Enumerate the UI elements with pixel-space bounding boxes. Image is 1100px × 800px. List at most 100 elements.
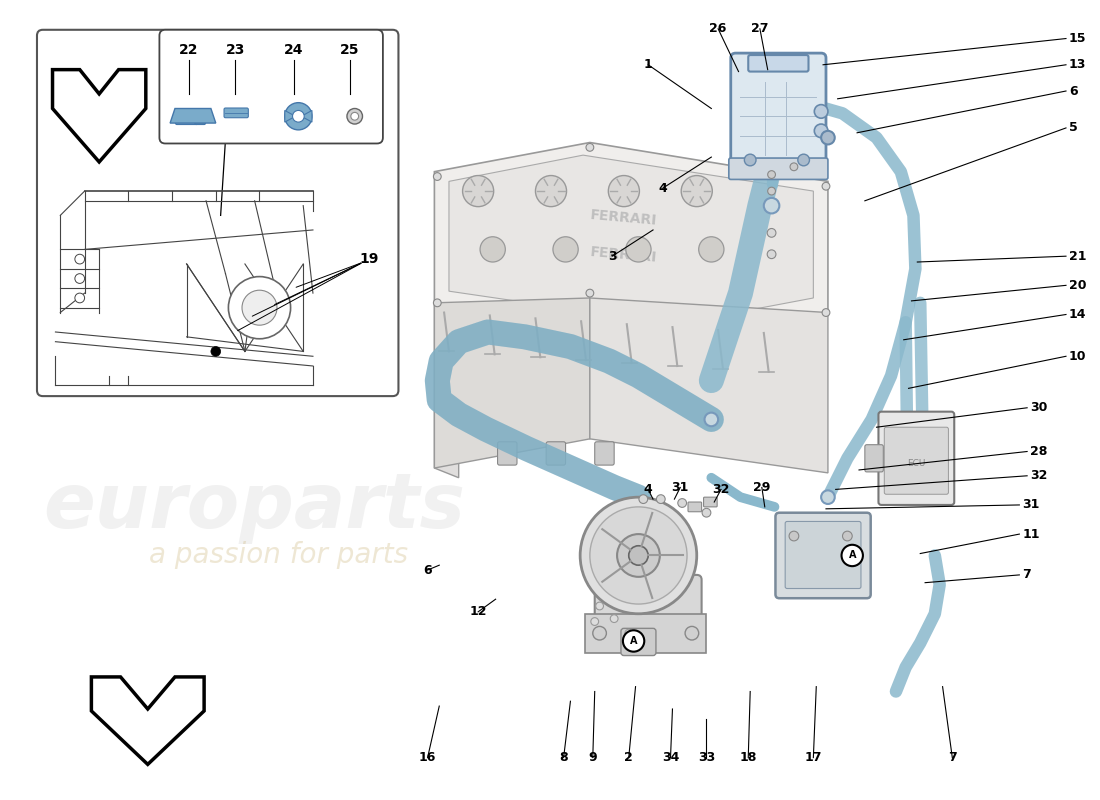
Circle shape — [639, 494, 648, 503]
Text: 17: 17 — [804, 751, 822, 764]
Text: 7: 7 — [1022, 569, 1031, 582]
Text: 20: 20 — [1069, 279, 1087, 292]
Circle shape — [586, 143, 594, 151]
Text: 12: 12 — [470, 606, 487, 618]
Circle shape — [625, 630, 632, 637]
Text: 33: 33 — [697, 751, 715, 764]
Text: A: A — [848, 550, 856, 561]
Text: 4: 4 — [644, 483, 652, 496]
Circle shape — [702, 508, 711, 517]
Text: 4: 4 — [659, 182, 667, 194]
Circle shape — [433, 299, 441, 306]
FancyBboxPatch shape — [595, 442, 614, 465]
Circle shape — [814, 124, 828, 138]
FancyBboxPatch shape — [748, 55, 808, 71]
FancyBboxPatch shape — [730, 53, 826, 165]
Circle shape — [480, 237, 505, 262]
Text: 34: 34 — [662, 751, 679, 764]
Circle shape — [767, 250, 775, 258]
Circle shape — [75, 274, 85, 283]
Circle shape — [211, 346, 221, 356]
Circle shape — [900, 472, 912, 483]
Polygon shape — [170, 109, 216, 123]
Circle shape — [617, 534, 660, 577]
Text: FERRARI: FERRARI — [590, 246, 658, 265]
Text: 10: 10 — [1069, 350, 1087, 362]
FancyBboxPatch shape — [704, 497, 717, 507]
Circle shape — [433, 173, 441, 180]
Polygon shape — [301, 110, 312, 122]
Circle shape — [285, 102, 312, 130]
Text: 2: 2 — [625, 751, 634, 764]
FancyBboxPatch shape — [224, 108, 249, 118]
FancyBboxPatch shape — [37, 30, 398, 396]
Polygon shape — [91, 677, 205, 764]
Text: 23: 23 — [226, 43, 245, 57]
Circle shape — [623, 630, 645, 652]
Circle shape — [553, 237, 579, 262]
Circle shape — [768, 187, 776, 195]
Circle shape — [842, 545, 862, 566]
Circle shape — [814, 105, 828, 118]
Circle shape — [763, 198, 779, 214]
FancyBboxPatch shape — [195, 113, 206, 125]
Circle shape — [704, 413, 718, 426]
Circle shape — [596, 602, 604, 610]
Text: 1: 1 — [644, 58, 652, 71]
Circle shape — [293, 110, 305, 122]
Circle shape — [678, 498, 686, 507]
Circle shape — [822, 182, 829, 190]
Text: 9: 9 — [588, 751, 597, 764]
Text: 16: 16 — [419, 751, 437, 764]
Text: FERRARI: FERRARI — [590, 208, 658, 228]
FancyBboxPatch shape — [884, 427, 948, 494]
Text: 21: 21 — [1069, 250, 1087, 262]
Circle shape — [767, 229, 775, 238]
Text: 32: 32 — [1030, 470, 1047, 482]
Text: 18: 18 — [739, 751, 757, 764]
Text: 3: 3 — [608, 250, 616, 262]
Circle shape — [629, 546, 648, 565]
Polygon shape — [449, 155, 813, 324]
Circle shape — [821, 131, 835, 145]
FancyBboxPatch shape — [546, 442, 565, 465]
Polygon shape — [434, 298, 590, 468]
Circle shape — [580, 497, 696, 614]
Text: ECU: ECU — [908, 458, 925, 468]
Circle shape — [242, 290, 277, 325]
Text: 13: 13 — [1069, 58, 1087, 71]
Text: 22: 22 — [179, 43, 198, 57]
Text: 30: 30 — [1030, 402, 1047, 414]
Text: A: A — [630, 636, 637, 646]
Text: 8: 8 — [559, 751, 568, 764]
Circle shape — [593, 626, 606, 640]
Polygon shape — [53, 70, 146, 162]
FancyBboxPatch shape — [497, 442, 517, 465]
FancyBboxPatch shape — [621, 628, 656, 655]
Circle shape — [75, 293, 85, 303]
Polygon shape — [285, 110, 296, 122]
FancyBboxPatch shape — [729, 158, 828, 179]
Polygon shape — [590, 298, 828, 473]
FancyBboxPatch shape — [160, 30, 383, 143]
Circle shape — [75, 254, 85, 264]
FancyBboxPatch shape — [776, 513, 871, 598]
Circle shape — [789, 531, 799, 541]
Circle shape — [790, 163, 798, 170]
Circle shape — [536, 175, 566, 206]
FancyBboxPatch shape — [865, 445, 883, 472]
Circle shape — [821, 490, 835, 504]
FancyBboxPatch shape — [175, 113, 198, 125]
Circle shape — [822, 309, 829, 317]
Circle shape — [229, 277, 290, 338]
Text: a passion for parts: a passion for parts — [150, 542, 408, 570]
Text: 15: 15 — [1069, 32, 1087, 45]
Text: 14: 14 — [1069, 308, 1087, 321]
Circle shape — [590, 507, 688, 604]
FancyBboxPatch shape — [785, 522, 861, 589]
Text: 7: 7 — [948, 751, 957, 764]
Text: 6: 6 — [1069, 85, 1078, 98]
Circle shape — [608, 175, 639, 206]
Circle shape — [745, 154, 756, 166]
Circle shape — [798, 154, 810, 166]
